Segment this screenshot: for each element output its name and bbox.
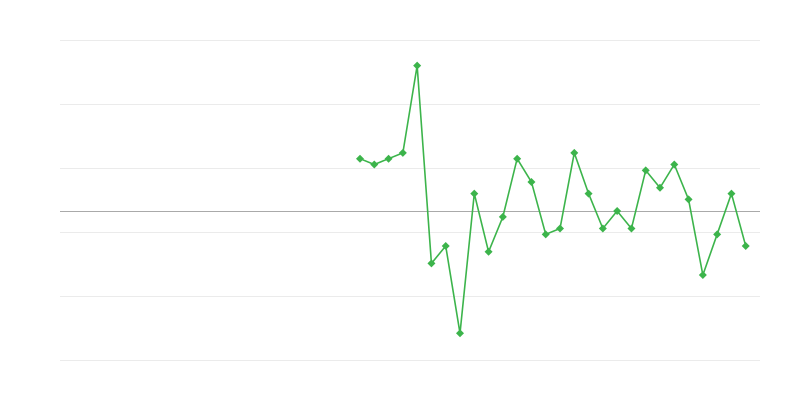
data-point bbox=[698, 271, 707, 280]
gridlines bbox=[60, 40, 760, 361]
series-line bbox=[359, 65, 747, 334]
data-point bbox=[356, 154, 364, 163]
data-point bbox=[541, 230, 550, 239]
data-point bbox=[484, 247, 493, 256]
data-point bbox=[370, 160, 379, 169]
data-point bbox=[498, 212, 507, 221]
data-point bbox=[570, 148, 579, 157]
data-point bbox=[441, 241, 450, 250]
data-point bbox=[656, 183, 664, 192]
data-point bbox=[584, 189, 593, 198]
data-point bbox=[384, 154, 393, 163]
data-point bbox=[641, 166, 650, 175]
data-point bbox=[556, 224, 564, 233]
series-group bbox=[356, 61, 750, 338]
data-point bbox=[598, 224, 607, 233]
data-point bbox=[456, 329, 464, 338]
data-point bbox=[741, 241, 750, 250]
data-point bbox=[713, 230, 722, 239]
data-point bbox=[627, 224, 636, 233]
data-point bbox=[398, 148, 407, 157]
data-point bbox=[427, 259, 436, 268]
data-point bbox=[727, 189, 736, 198]
data-point bbox=[527, 177, 536, 186]
data-point bbox=[684, 195, 693, 204]
data-point bbox=[670, 160, 679, 169]
data-point bbox=[413, 61, 422, 70]
data-point bbox=[613, 207, 622, 216]
data-point bbox=[470, 189, 479, 198]
data-point bbox=[513, 154, 522, 163]
